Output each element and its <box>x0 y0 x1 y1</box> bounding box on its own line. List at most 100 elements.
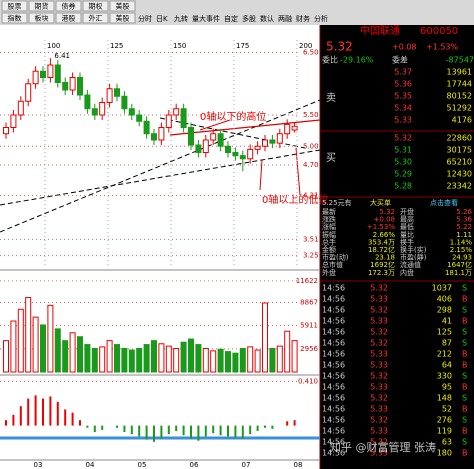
candle-body <box>10 114 17 128</box>
volume-bar <box>202 347 209 373</box>
trade-time: 14:56 <box>322 405 345 414</box>
max-price-label: 6.41 <box>54 52 70 60</box>
candle-body <box>269 139 276 144</box>
tab[interactable]: 自定 <box>224 14 238 23</box>
trade-volume: 212 <box>437 350 452 359</box>
trade-time: 14:56 <box>322 361 345 370</box>
arrow <box>259 159 263 191</box>
bid-volume: 23342 <box>447 182 472 191</box>
toolbar-button[interactable] <box>109 0 136 12</box>
stat-value: +0.08 <box>374 216 395 224</box>
volume-bar <box>173 347 180 373</box>
trade-time: 14:56 <box>322 317 345 326</box>
bid-volume: 65210 <box>447 158 472 167</box>
candle-body <box>54 64 61 83</box>
candle-body <box>62 82 69 91</box>
annotation: 0轴以上的低位 <box>262 193 328 206</box>
toolbar-button-label[interactable]: 股票 <box>8 3 22 11</box>
trade-volume: 95 <box>442 383 452 392</box>
toolbar-button[interactable] <box>1 0 28 12</box>
label: 委差 <box>392 55 408 65</box>
toolbar-button-label[interactable]: 港股 <box>62 14 76 23</box>
chart-bg <box>0 25 320 469</box>
stat-value: 2.15% <box>450 246 473 254</box>
volume-bar <box>114 344 120 373</box>
trade-time: 14:56 <box>322 295 345 304</box>
trade-side: S <box>462 339 467 348</box>
volume-bar <box>284 330 291 373</box>
stat-value: 18.72亿 <box>368 245 395 254</box>
tab[interactable]: 九转 <box>174 14 188 23</box>
trade-time: 14:56 <box>322 328 345 337</box>
volume-bar <box>232 352 239 373</box>
tab[interactable]: 数认 <box>260 14 274 23</box>
toolbar-button[interactable] <box>55 12 82 24</box>
trade-time: 14:56 <box>322 339 345 348</box>
toolbar-button[interactable] <box>82 0 109 12</box>
trade-price: 5.32 <box>370 306 388 315</box>
toolbar-button-label[interactable]: 外汇 <box>89 14 103 23</box>
tab[interactable]: 多股 <box>242 14 256 23</box>
toolbar-button-label[interactable]: 美股 <box>116 2 130 11</box>
candle-body <box>165 114 172 128</box>
weicha: -87547 <box>446 56 474 65</box>
toolbar-button-label[interactable]: 美股 <box>116 14 130 23</box>
tab[interactable]: 分时 <box>138 14 152 23</box>
tab[interactable]: 财务 <box>296 14 310 23</box>
tab[interactable]: 日K <box>156 15 168 23</box>
toolbar-button[interactable] <box>55 0 82 12</box>
toolbar-button[interactable] <box>28 0 55 12</box>
toolbar-button[interactable] <box>1 12 28 24</box>
toolbar-button-label[interactable]: 指数 <box>8 14 22 23</box>
ask-price: 5.34 <box>394 104 412 113</box>
trade-side: S <box>462 416 467 425</box>
tab[interactable]: 分析 <box>314 14 328 23</box>
volume-bar <box>165 345 172 373</box>
volume-bar <box>158 343 165 373</box>
candle-body <box>143 120 150 135</box>
x-tick-label: 07 <box>242 461 251 469</box>
stat-value: 2.66% <box>373 231 396 239</box>
candle-body <box>99 102 106 116</box>
candle-body <box>202 139 209 153</box>
toolbar-button-label[interactable]: 期货 <box>35 2 49 11</box>
bid-price: 5.28 <box>394 182 412 191</box>
candle-body <box>69 77 76 91</box>
stat-value: 1.11 <box>456 231 472 239</box>
candle-body <box>151 133 157 141</box>
trade-price: 5.33 <box>370 361 388 370</box>
trade-time: 14:56 <box>322 416 345 425</box>
toolbar-button-label[interactable]: 期权 <box>89 2 103 11</box>
toolbar-button[interactable] <box>82 12 109 24</box>
tab[interactable]: 量大事件 <box>192 14 220 23</box>
toolbar-button-label[interactable]: 板块 <box>35 14 49 23</box>
stat-value: 1.14% <box>450 238 473 246</box>
trade-side: S <box>462 438 467 447</box>
toolbar-button[interactable] <box>109 12 136 24</box>
stat-value: 5.22 <box>456 223 472 231</box>
watermark: 知乎 @财富管理 张涛 <box>330 440 436 454</box>
ask-volume: 80152 <box>447 92 472 101</box>
candle-body <box>173 108 180 116</box>
stat-value: 24.93 <box>452 254 472 262</box>
trade-time: 14:56 <box>322 449 345 458</box>
trade-side: B <box>462 383 468 392</box>
volume-bar <box>40 324 46 373</box>
volume-bar <box>84 344 91 373</box>
stat-label: 涨跌 <box>322 215 336 224</box>
toolbar-button-label[interactable]: 债券 <box>62 2 76 11</box>
toolbar-button[interactable] <box>28 12 55 24</box>
candle-body <box>84 94 91 110</box>
stat-label: 最新 <box>322 207 336 216</box>
volume-bar <box>32 316 39 373</box>
tab[interactable]: 两融 <box>278 14 292 23</box>
candle-body <box>17 100 24 116</box>
candle-body <box>247 148 254 160</box>
volume-bar <box>143 344 150 373</box>
bar-index-label: 150 <box>173 42 186 50</box>
stat-label: 市盈(静) <box>400 253 427 262</box>
trade-side: B <box>462 361 468 370</box>
candle-body <box>262 139 268 147</box>
big-order-link[interactable]: 点击查看 <box>430 198 458 207</box>
trade-volume: 298 <box>437 306 452 315</box>
